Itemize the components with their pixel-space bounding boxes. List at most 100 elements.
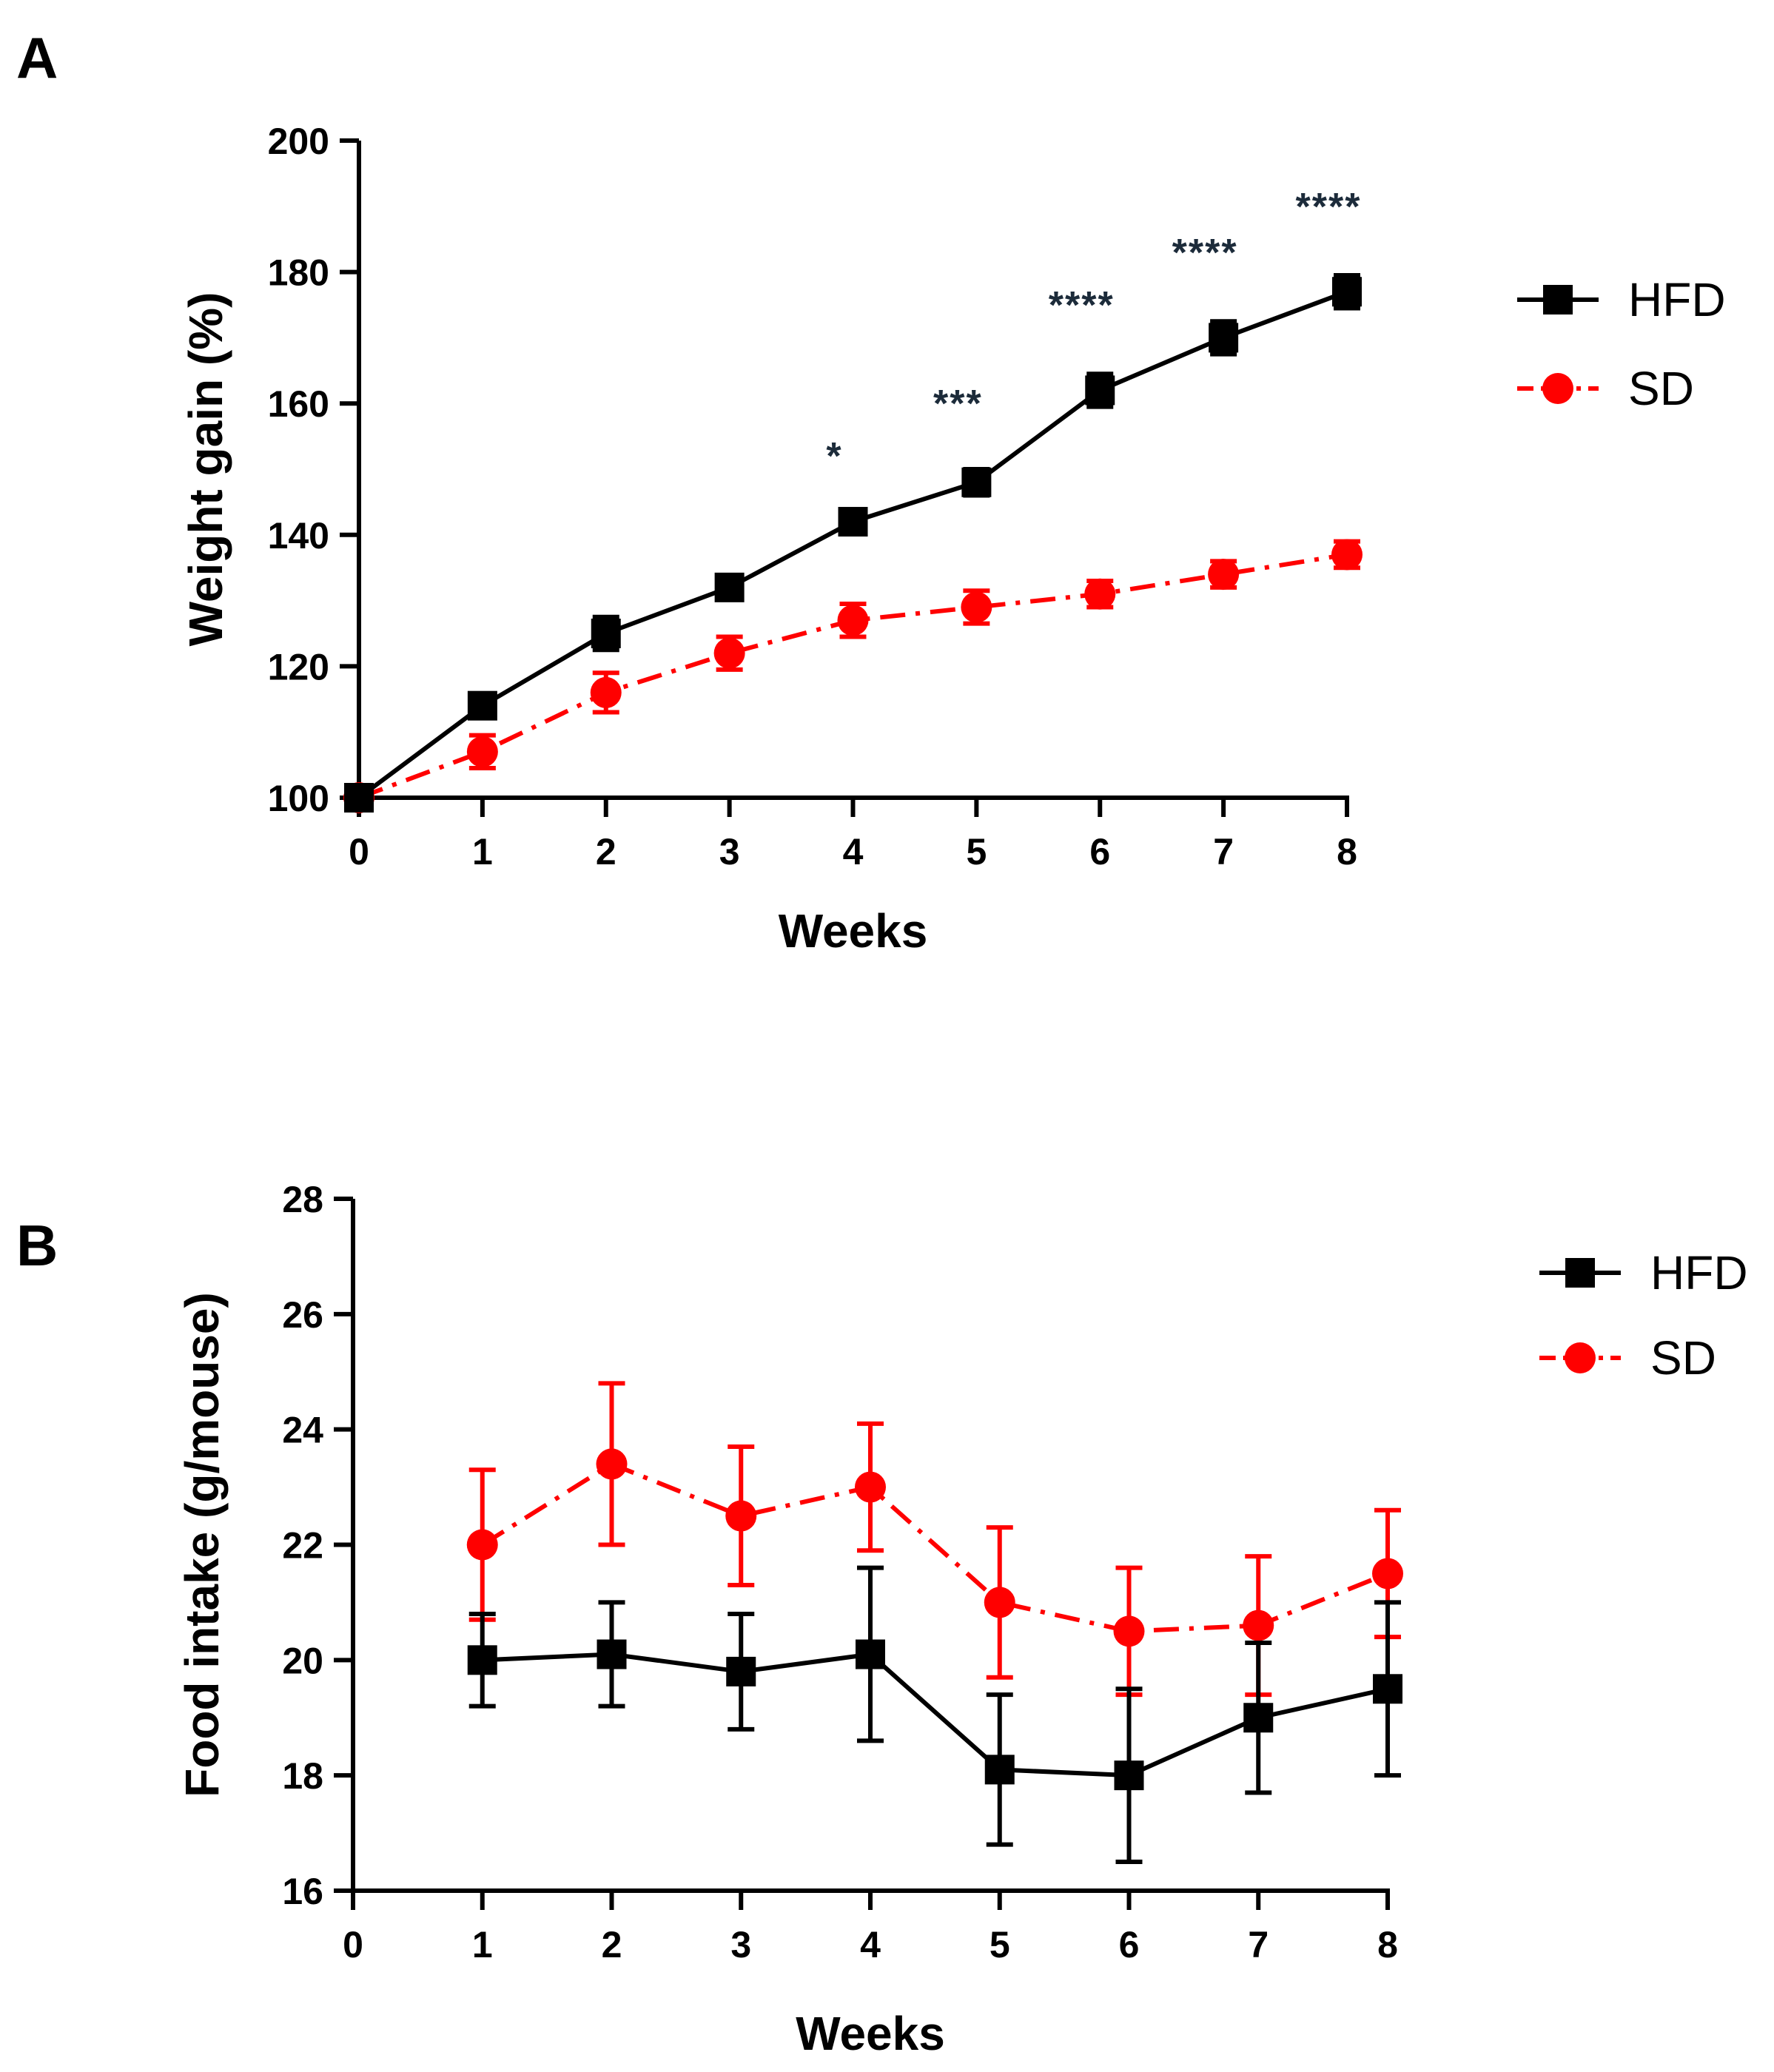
x-tick-label: 6 <box>1119 1924 1140 1965</box>
data-point-sd <box>713 637 745 669</box>
x-tick-label: 0 <box>349 831 369 872</box>
series-sd <box>343 539 1363 813</box>
data-point-hfd <box>984 1755 1015 1785</box>
series-hfd <box>344 273 1362 813</box>
significance-label: * <box>826 435 842 478</box>
x-tick-label: 3 <box>730 1924 751 1965</box>
data-point-sd <box>961 591 992 623</box>
data-point-hfd <box>467 690 497 721</box>
data-point-sd <box>984 1587 1015 1618</box>
x-tick-label: 1 <box>472 831 493 872</box>
panel-b-legend: HFD SD <box>1539 1246 1748 1385</box>
data-point-sd <box>837 605 869 636</box>
panel-a-axes: 100 120 140 160 180 200 0 1 2 3 4 5 6 7 8 Weeks Weight g… <box>179 121 1357 958</box>
legend-label: SD <box>1628 362 1694 415</box>
data-point-sd <box>725 1500 757 1532</box>
x-tick-label: 7 <box>1248 1924 1269 1965</box>
data-point-sd <box>855 1471 886 1503</box>
series-line-hfd <box>357 289 1348 800</box>
panel-a-letter: A <box>16 25 58 90</box>
data-point-hfd <box>856 1639 885 1669</box>
panel-a: A 100 120 140 160 180 200 0 1 2 3 4 5 6 7 8 Weeks Weight… <box>16 25 1726 958</box>
x-tick-label: 0 <box>343 1924 363 1965</box>
data-point-hfd <box>1114 1760 1144 1791</box>
x-tick-label: 5 <box>990 1924 1010 1965</box>
significance-label: **** <box>1172 232 1238 275</box>
y-tick-label: 120 <box>268 646 329 687</box>
data-point-hfd <box>1373 1674 1402 1704</box>
panel-a-series <box>343 273 1363 813</box>
data-point-sd <box>596 1448 628 1480</box>
x-tick-label: 7 <box>1213 831 1234 872</box>
legend-marker <box>1543 285 1573 314</box>
series-line-sd <box>357 552 1348 800</box>
x-tick-label: 3 <box>719 831 740 872</box>
data-point-hfd <box>714 572 745 602</box>
x-tick-label: 8 <box>1337 831 1357 872</box>
x-tick-label: 6 <box>1089 831 1110 872</box>
x-tick-label: 4 <box>843 831 864 872</box>
x-axis-title: Weeks <box>796 2007 945 2060</box>
data-point-sd <box>1113 1615 1145 1647</box>
data-point-sd <box>1208 559 1240 591</box>
data-point-sd <box>466 1529 498 1561</box>
data-point-sd <box>1243 1610 1274 1641</box>
series-line-sd <box>481 1462 1389 1634</box>
data-point-sd <box>590 676 622 708</box>
data-point-sd <box>1084 578 1116 610</box>
data-point-hfd <box>344 783 374 813</box>
y-tick-label: 22 <box>282 1525 323 1567</box>
x-tick-label: 4 <box>860 1924 881 1965</box>
y-tick-label: 28 <box>282 1179 323 1220</box>
significance-label: **** <box>1049 284 1115 327</box>
legend-marker <box>1542 373 1573 404</box>
data-point-hfd <box>1209 323 1239 353</box>
data-point-hfd <box>838 507 868 537</box>
x-tick-label: 2 <box>596 831 616 872</box>
data-point-hfd <box>1243 1703 1274 1733</box>
legend-item-sd: SD <box>1539 1331 1716 1385</box>
panel-a-annotations: **************** <box>826 186 1362 478</box>
x-tick-label: 5 <box>966 831 987 872</box>
data-point-sd <box>466 736 498 767</box>
legend-item-hfd: HFD <box>1539 1246 1748 1299</box>
legend-marker <box>1565 1342 1596 1373</box>
data-point-sd <box>1372 1558 1403 1590</box>
data-point-hfd <box>1332 277 1362 307</box>
x-tick-label: 1 <box>472 1924 493 1965</box>
y-tick-label: 100 <box>268 778 329 819</box>
y-axis-title: Food intake (g/mouse) <box>175 1292 229 1797</box>
series-hfd <box>467 1565 1402 1865</box>
data-point-hfd <box>726 1656 756 1686</box>
significance-label: *** <box>933 383 983 426</box>
series-line-hfd <box>482 1652 1388 1778</box>
data-point-hfd <box>1085 375 1115 406</box>
x-tick-label: 2 <box>602 1924 622 1965</box>
data-point-sd <box>1331 539 1363 571</box>
legend-marker <box>1565 1258 1595 1288</box>
y-tick-label: 20 <box>282 1640 323 1681</box>
significance-label: **** <box>1296 186 1362 229</box>
y-tick-label: 180 <box>268 252 329 294</box>
panel-b-axes: 16 18 20 22 24 26 28 0 1 2 3 4 5 6 7 8 Weeks Food intake … <box>175 1179 1398 2060</box>
y-axis-title: Weight gain (%) <box>179 292 232 647</box>
series-sd <box>466 1381 1403 1698</box>
data-point-hfd <box>467 1645 497 1675</box>
legend-label: SD <box>1650 1331 1716 1385</box>
data-point-hfd <box>591 619 621 648</box>
data-point-hfd <box>961 467 992 497</box>
panel-b-series <box>466 1381 1403 1865</box>
x-tick-label: 8 <box>1377 1924 1398 1965</box>
panel-a-legend: HFD SD <box>1517 273 1726 415</box>
legend-item-sd: SD <box>1517 362 1694 415</box>
x-axis-title: Weeks <box>779 904 928 958</box>
legend-label: HFD <box>1650 1246 1748 1299</box>
y-tick-label: 16 <box>282 1871 323 1912</box>
legend-item-hfd: HFD <box>1517 273 1726 326</box>
y-tick-label: 140 <box>268 515 329 556</box>
legend-label: HFD <box>1628 273 1726 326</box>
y-tick-label: 24 <box>282 1410 323 1451</box>
y-tick-label: 26 <box>282 1294 323 1336</box>
panel-b-letter: B <box>16 1213 58 1278</box>
